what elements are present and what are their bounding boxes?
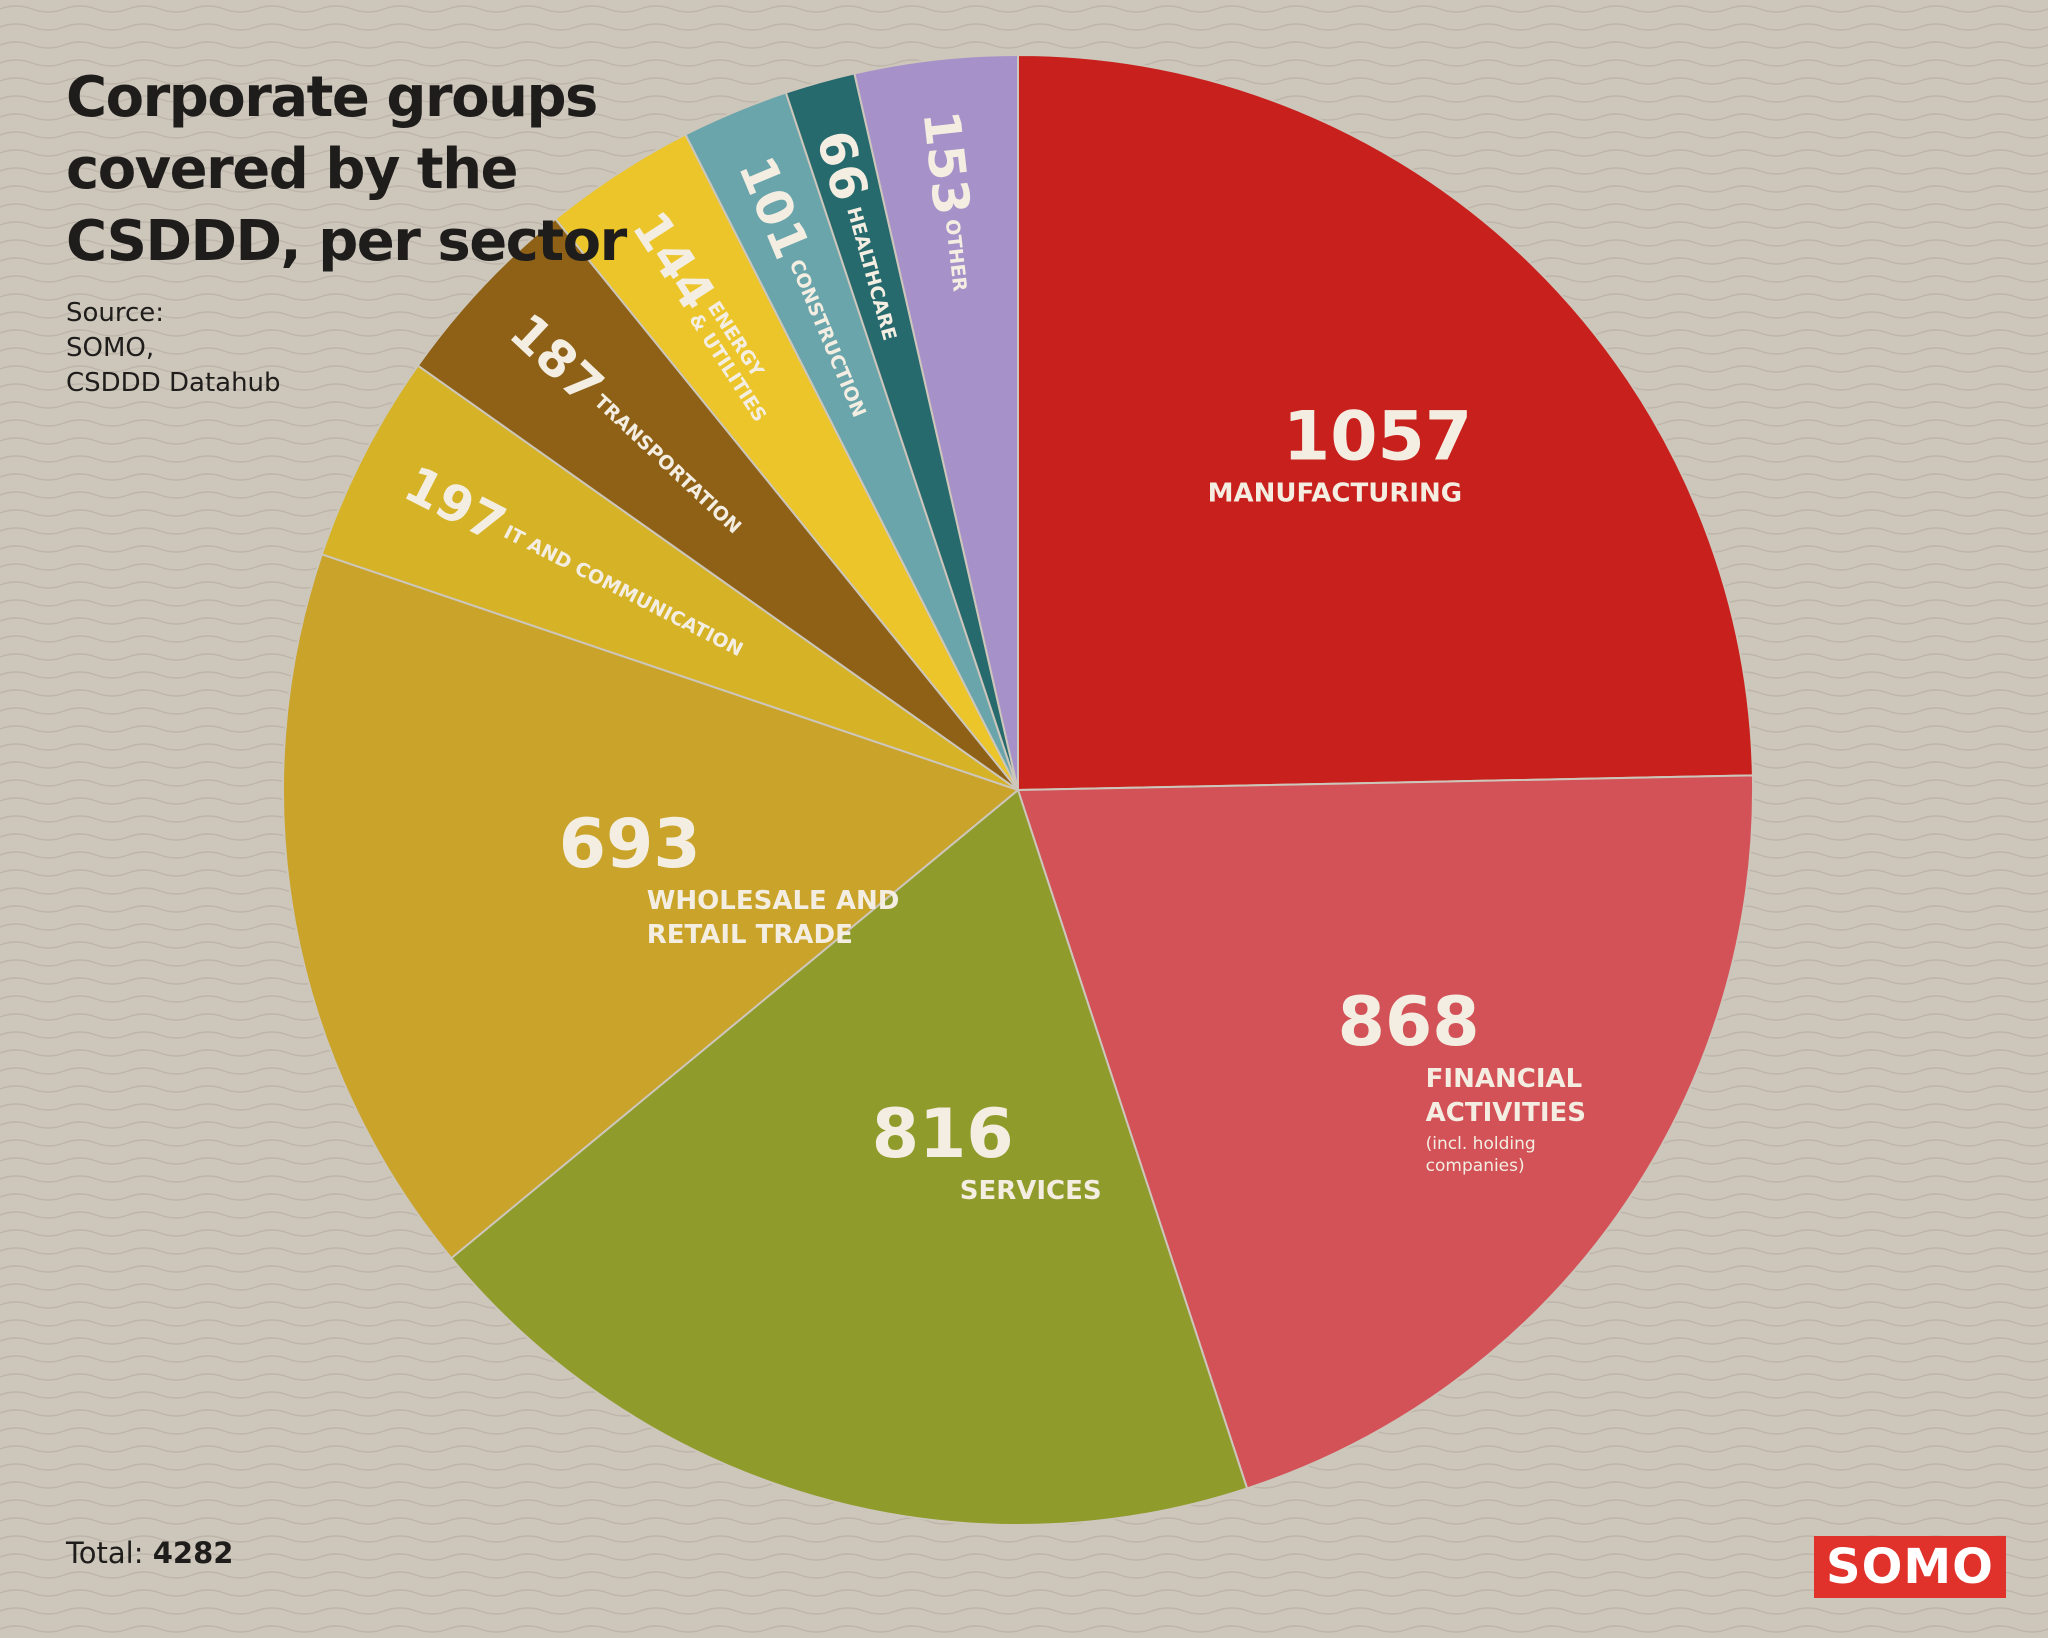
slice-value-manufacturing: 1057 [1283, 397, 1472, 476]
pie-slice-services [449, 788, 1249, 1526]
slice-note-financial-activities-1: (incl. holding [1426, 1134, 1536, 1154]
slice-value-services: 816 [872, 1095, 1014, 1174]
slice-value-financial-activities: 868 [1338, 983, 1480, 1062]
somo-logo[interactable]: SOMO [1814, 1536, 2006, 1598]
slice-label-line-wholesale-and-retail-trade-2: RETAIL TRADE [647, 920, 853, 950]
slice-value-other: 153 [912, 108, 981, 218]
slice-label-line-wholesale-and-retail-trade-1: WHOLESALE AND [647, 886, 900, 916]
total-value: 4282 [152, 1536, 234, 1570]
slice-label-line-financial-activities-1: FINANCIAL [1426, 1064, 1583, 1094]
total-label: Total: [66, 1536, 144, 1570]
total-count: Total: 4282 [66, 1536, 233, 1570]
slice-label-line-manufacturing-1: MANUFACTURING [1208, 478, 1463, 508]
slice-value-wholesale-and-retail-trade: 693 [559, 805, 701, 884]
pie-slice-wholesale-and-retail-trade [281, 553, 1021, 1260]
chart-title: Corporate groups covered by the CSDDD, p… [66, 65, 627, 274]
slice-label-line-financial-activities-2: ACTIVITIES [1426, 1098, 1586, 1128]
slice-note-financial-activities-2: companies) [1426, 1156, 1525, 1176]
pie-slice-transportation [416, 217, 1019, 791]
pie-slice-financial-activities [1016, 774, 1755, 1490]
source-note: Source: SOMO, CSDDD Datahub [66, 298, 281, 398]
title-block: Corporate groups covered by the CSDDD, p… [66, 62, 686, 401]
pie-slice-it-and-communication [320, 364, 1019, 791]
pie-slice-manufacturing [1017, 53, 1754, 792]
pie-slice-other [853, 53, 1019, 791]
slice-label-line-services-1: SERVICES [960, 1176, 1102, 1206]
